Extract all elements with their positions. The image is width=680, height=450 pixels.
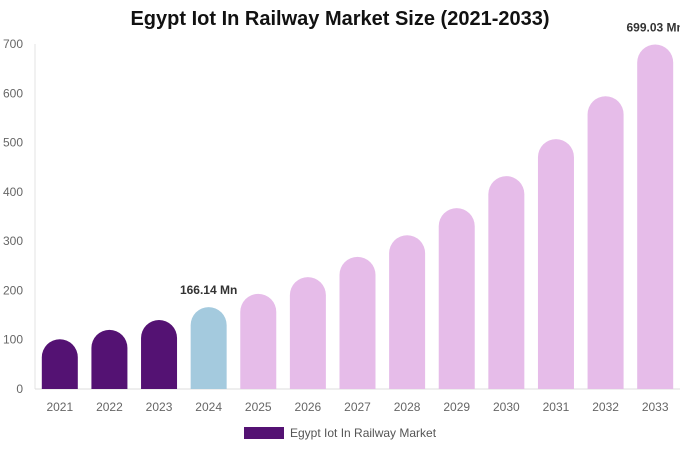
y-tick-label: 600 (3, 86, 23, 100)
chart-title: Egypt Iot In Railway Market Size (2021-2… (130, 8, 550, 30)
legend-label: Egypt Iot In Railway Market (290, 426, 437, 440)
bar-2023 (141, 320, 178, 389)
x-tick-label: 2021 (46, 400, 73, 414)
bar-2022 (91, 329, 128, 389)
y-tick-label: 0 (16, 382, 23, 396)
legend-swatch (244, 427, 284, 439)
x-tick-label: 2032 (592, 400, 619, 414)
x-tick-label: 2028 (394, 400, 421, 414)
bar-2030 (488, 176, 525, 389)
data-label-2033: 699.03 Mn (627, 20, 680, 34)
y-tick-label: 100 (3, 333, 23, 347)
y-tick-label: 200 (3, 283, 23, 297)
x-tick-label: 2029 (443, 400, 470, 414)
x-tick-label: 2022 (96, 400, 123, 414)
bar-2031 (537, 139, 574, 389)
bar-2028 (389, 235, 426, 389)
bar-2029 (438, 208, 475, 389)
bar-2027 (339, 256, 376, 389)
legend: Egypt Iot In Railway Market (244, 426, 436, 440)
y-tick-label: 700 (3, 37, 23, 51)
bar-2024 (190, 307, 227, 389)
y-tick-label: 300 (3, 234, 23, 248)
x-tick-label: 2026 (295, 400, 322, 414)
y-tick-label: 400 (3, 185, 23, 199)
bar-2025 (240, 293, 277, 389)
bar-2033 (637, 44, 674, 389)
bar-2026 (289, 277, 326, 389)
x-tick-label: 2030 (493, 400, 520, 414)
x-tick-label: 2025 (245, 400, 272, 414)
x-tick-label: 2023 (146, 400, 173, 414)
x-tick-label: 2033 (642, 400, 669, 414)
x-tick-label: 2031 (543, 400, 570, 414)
data-label-2024: 166.14 Mn (180, 283, 237, 297)
bar-2021 (41, 339, 78, 389)
y-tick-label: 500 (3, 136, 23, 150)
x-tick-label: 2027 (344, 400, 371, 414)
bar-2032 (587, 96, 624, 389)
x-tick-label: 2024 (195, 400, 222, 414)
